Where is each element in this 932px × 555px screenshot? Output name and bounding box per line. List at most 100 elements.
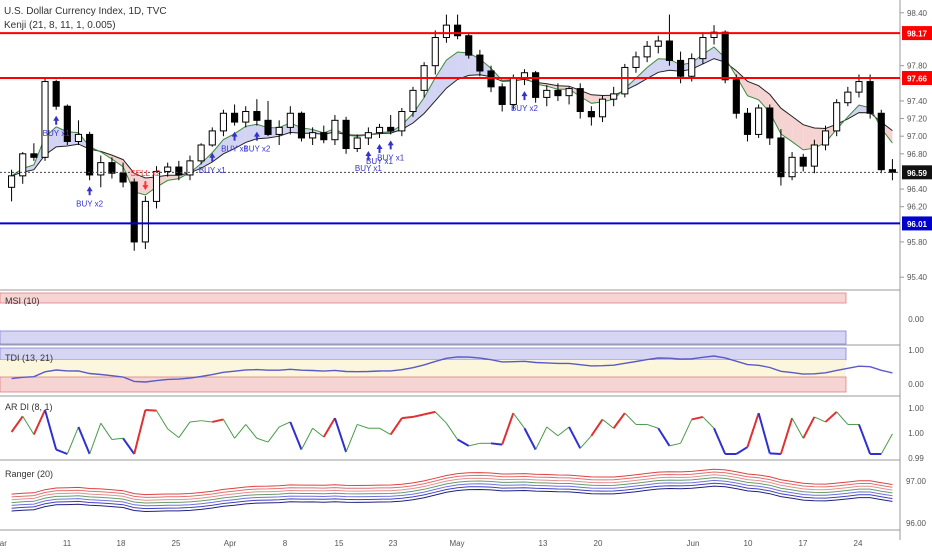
resistance-level-2-label-bg [902, 71, 932, 86]
resistance-level-1-label: 98.17 [907, 30, 928, 39]
ardi-segment [735, 446, 749, 455]
candle-up [788, 156, 796, 178]
ardi-segment [814, 416, 826, 423]
ardi-segment [44, 409, 58, 450]
ranger-pane-title: Ranger (20) [5, 469, 54, 479]
price-tick-label: 96.80 [907, 150, 928, 159]
last-price-label-bg [902, 165, 932, 180]
ardi-segment [401, 415, 414, 420]
tdi-lower-band [0, 376, 847, 393]
sell-signal-label: SELL x2 [130, 169, 160, 178]
ardi-segment [389, 417, 403, 436]
ardi-segment [779, 417, 794, 455]
ardi-segment [669, 442, 681, 447]
ardi-segment [646, 423, 659, 429]
ardi-segment [89, 423, 102, 455]
resistance-level-2-label: 97.66 [907, 75, 928, 84]
candle-down [264, 119, 272, 135]
candle-down [52, 81, 60, 107]
ardi-tick-label: 0.99 [908, 454, 924, 463]
candle-up [364, 132, 372, 139]
buy-signal-arrow [86, 186, 93, 196]
ma-cloud-segment [245, 124, 257, 143]
ardi-segment [523, 427, 537, 451]
candle-down [175, 166, 183, 176]
candle-down [253, 111, 261, 121]
ma-cloud-segment [780, 108, 793, 142]
ma-cloud-segment [792, 116, 804, 150]
ardi-segment [77, 426, 91, 455]
ardi-segment [122, 437, 136, 455]
ranger-band-line [11, 485, 893, 513]
candle-down [63, 105, 71, 142]
candle-up [699, 36, 707, 60]
ardi-segment [568, 426, 582, 449]
candle-down [119, 172, 127, 183]
ma-cloud-segment [546, 83, 558, 90]
ma-cloud-segment [412, 97, 425, 124]
candle-down [342, 119, 350, 150]
price-tick-label: 96.40 [907, 185, 928, 194]
ma-cloud-segment [446, 51, 458, 89]
price-tick-label: 97.00 [907, 132, 928, 141]
candle-up [164, 166, 172, 172]
ma-cloud-segment [201, 152, 213, 169]
ardi-segment [22, 416, 35, 435]
sell-signal-arrow [142, 181, 149, 191]
ardi-segment [301, 427, 314, 450]
candle-up [833, 102, 841, 132]
ardi-segment [256, 437, 269, 443]
ardi-segment [234, 424, 247, 439]
candle-down [498, 86, 506, 105]
candle-up [197, 144, 205, 162]
time-axis-label: 20 [594, 539, 603, 548]
ardi-segment [535, 426, 548, 450]
buy-signal-label: BUY x1 [43, 129, 71, 138]
candle-up [141, 200, 149, 243]
ardi-segment [100, 422, 113, 440]
time-axis-label: May [449, 539, 464, 548]
candle-up [610, 93, 618, 100]
buy-signal-label: BUY x1 [366, 157, 394, 166]
ranger-band-line [11, 468, 893, 496]
ardi-segment [267, 426, 280, 443]
ardi-segment [201, 420, 213, 423]
candle-up [208, 130, 216, 146]
price-tick-label: 97.80 [907, 62, 928, 71]
candle-up [375, 126, 384, 134]
time-axis-label: 24 [854, 539, 863, 548]
ma-cloud-segment [747, 81, 759, 100]
buy-signal-label: BUY x1 [355, 164, 383, 173]
time-axis-label: 17 [799, 539, 808, 548]
ardi-segment [345, 424, 358, 453]
buy-signal-arrow [365, 151, 372, 160]
price-tick-label: 97.40 [907, 97, 928, 106]
ranger-band-line [11, 474, 893, 501]
ma-cloud-segment [769, 94, 781, 134]
candle-up [286, 112, 294, 128]
ardi-segment [612, 412, 626, 429]
candle-down [320, 132, 328, 141]
candle-down [665, 40, 673, 61]
ma-cloud-segment [167, 175, 179, 181]
ardi-segment [412, 413, 425, 418]
candle-up [219, 112, 227, 132]
buy-signal-arrow [53, 115, 60, 125]
ardi-pane-title: AR DI (8, 1) [5, 402, 53, 412]
last-price-label: 96.59 [907, 169, 928, 178]
ma-cloud-segment [223, 133, 235, 154]
candle-down [766, 107, 774, 139]
ardi-segment [32, 409, 46, 435]
candle-up [309, 132, 317, 139]
ardi-segment [222, 419, 236, 439]
indicator-label: Kenji (21, 8, 11, 1, 0.005) [4, 20, 116, 31]
candle-up [755, 107, 763, 135]
msi-lower-band [0, 330, 847, 345]
ardi-segment [880, 433, 893, 455]
time-axis-label: 15 [335, 539, 344, 548]
buy-signal-arrow [521, 91, 528, 101]
ardi-tick-label: 1.00 [908, 429, 924, 438]
ardi-segment [657, 427, 671, 447]
candle-up [275, 126, 283, 135]
